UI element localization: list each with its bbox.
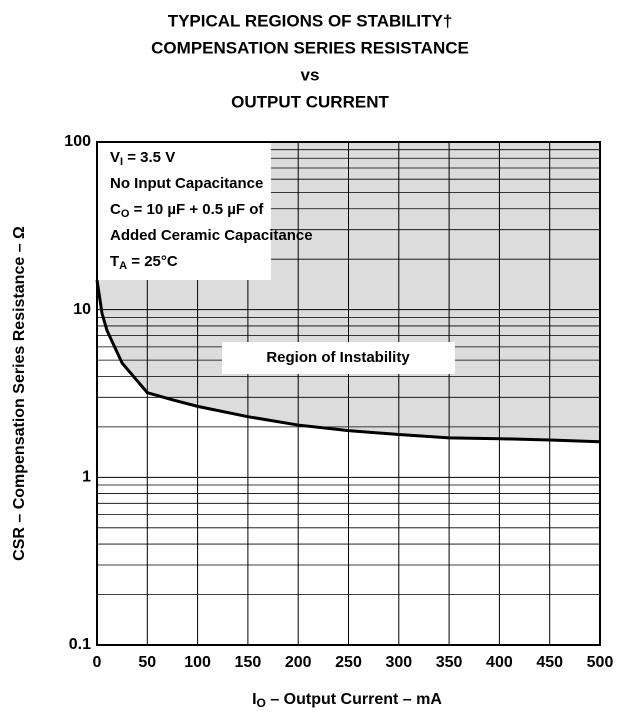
region-label-box	[222, 342, 455, 374]
x-tick-label: 500	[587, 654, 614, 671]
y-tick-label: 1	[82, 469, 91, 486]
x-axis-label-part: O	[257, 696, 266, 710]
annotation: TA = 25°C	[110, 253, 178, 272]
chart-title: vs	[301, 65, 320, 84]
plot-frame	[96, 141, 601, 646]
annotation-part: T	[110, 253, 119, 270]
annotation-box	[98, 143, 271, 280]
chart-title: OUTPUT CURRENT	[231, 92, 389, 111]
x-tick-label: 200	[285, 654, 312, 671]
annotation-part: No Input Capacitance	[110, 175, 263, 192]
line	[95, 279, 601, 444]
annotation: Added Ceramic Capacitance	[110, 227, 313, 244]
x-tick-label: 100	[184, 654, 211, 671]
x-tick-label: 50	[138, 654, 156, 671]
annotation: No Input Capacitance	[110, 175, 263, 192]
x-axis-label: IO – Output Current – mA	[252, 691, 442, 710]
annotation-part: = 10 µF + 0.5 µF of	[129, 201, 264, 218]
x-tick-label: 300	[385, 654, 412, 671]
y-tick-label: 0.1	[69, 636, 91, 653]
annotation-part: A	[119, 260, 127, 272]
chart-title: COMPENSATION SERIES RESISTANCE	[151, 38, 469, 57]
annotation-part: I	[120, 156, 123, 168]
x-tick-label: 350	[436, 654, 463, 671]
region-label: Region of Instability	[266, 349, 410, 366]
y-tick-label: 100	[64, 133, 91, 150]
annotation: CO = 10 µF + 0.5 µF of	[110, 201, 264, 220]
x-axis-label-part: – Output Current – mA	[266, 691, 442, 708]
annotation: VI = 3.5 V	[110, 149, 175, 168]
annotation-part: = 25°C	[127, 253, 178, 270]
annotation-part: V	[110, 149, 120, 166]
x-axis-label-part: I	[252, 691, 256, 708]
annotation-part: Added Ceramic Capacitance	[110, 227, 313, 244]
y-tick-label: 10	[73, 301, 91, 318]
annotation-part: O	[121, 208, 130, 220]
y-axis-label: CSR – Compensation Series Resistance – Ω	[11, 226, 28, 561]
annotation-part: = 3.5 V	[123, 149, 175, 166]
annotation-part: C	[110, 201, 121, 218]
x-tick-label: 250	[335, 654, 362, 671]
x-tick-label: 400	[486, 654, 513, 671]
x-tick-label: 450	[536, 654, 563, 671]
x-tick-label: 0	[93, 654, 102, 671]
x-tick-label: 150	[235, 654, 262, 671]
chart-title: TYPICAL REGIONS OF STABILITY†	[168, 11, 453, 30]
